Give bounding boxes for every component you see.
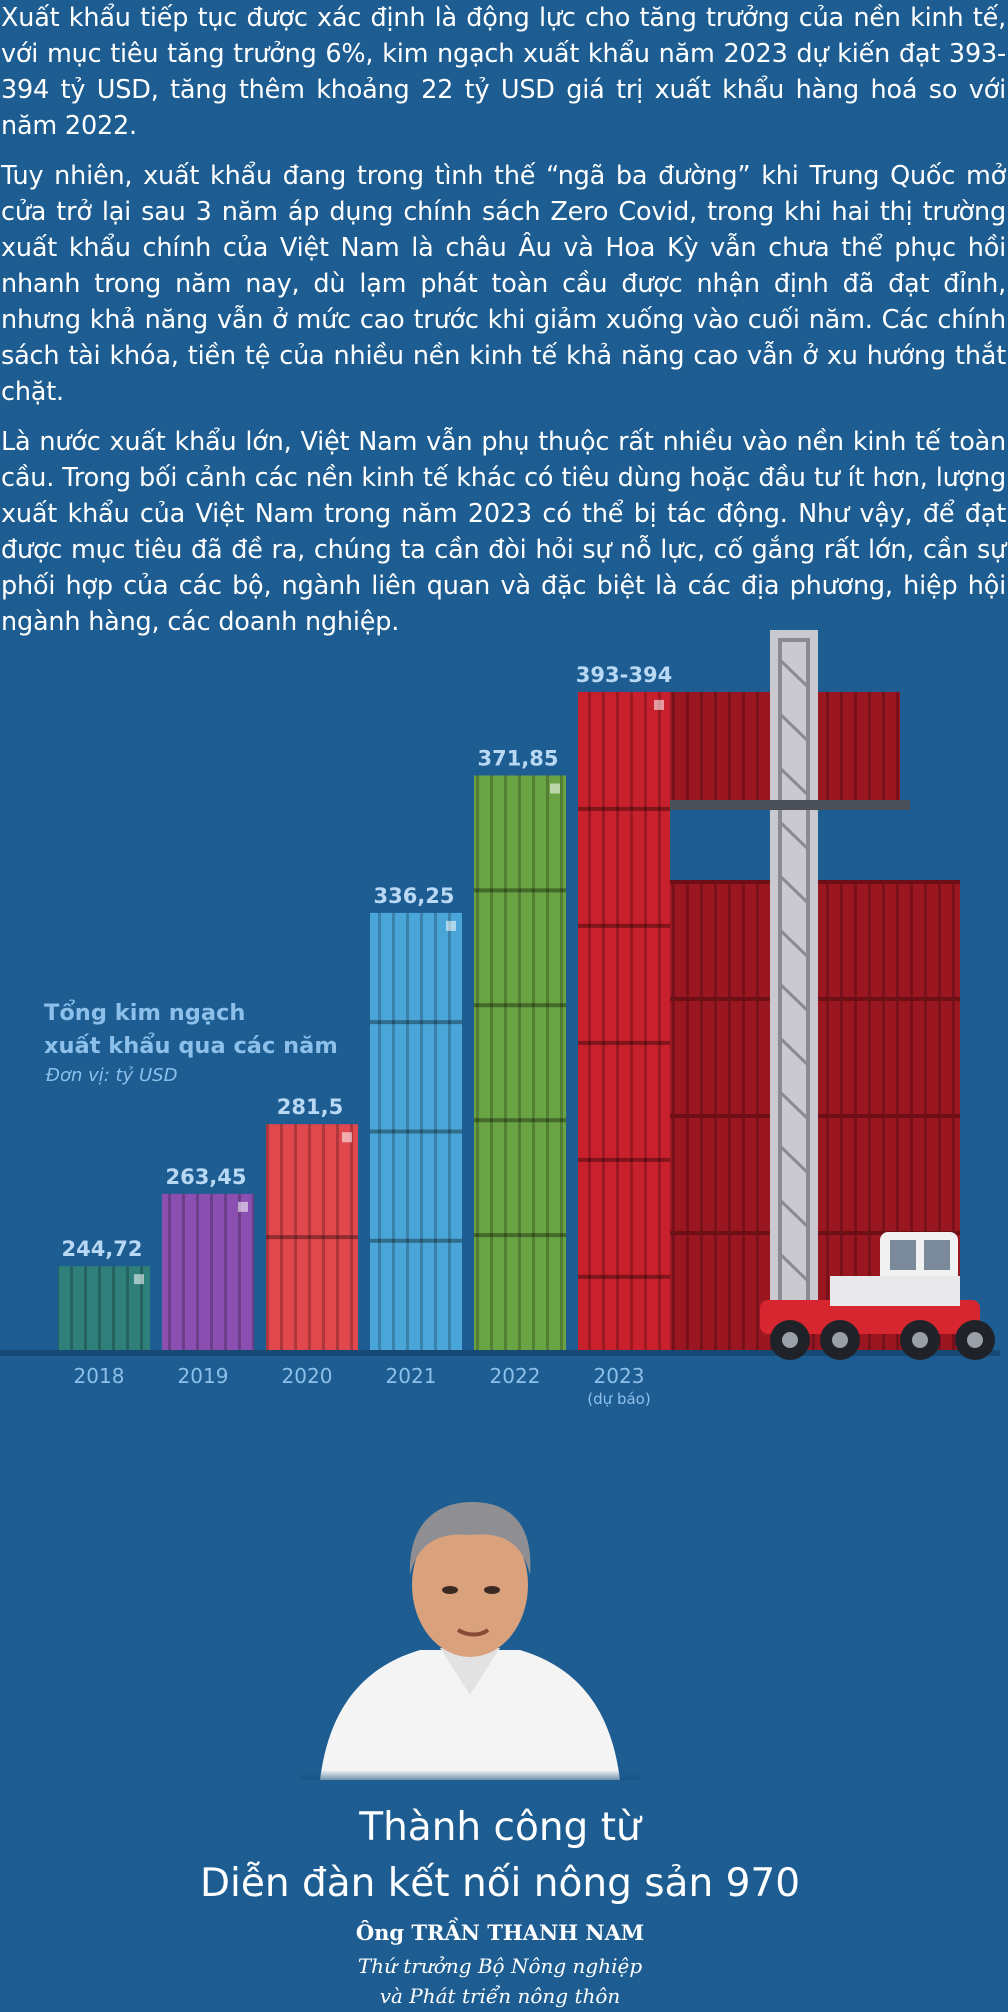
value-label: 336,25 (373, 884, 454, 908)
paragraph-2: Tuy nhiên, xuất khẩu đang trong tình thế… (1, 161, 1006, 407)
bar-2021 (370, 912, 462, 1350)
category-note: (dự báo) (587, 1390, 650, 1408)
feature-title: Thành công từ Diễn đàn kết nối nông sản … (0, 1800, 1000, 1912)
byline-role-line1: Thứ trưởng Bộ Nông nghiệp (357, 1954, 643, 1978)
bar-2023 (578, 691, 670, 1350)
bars-group (58, 691, 670, 1350)
category-label: 2021 (386, 1364, 437, 1388)
bar-2018 (58, 1266, 150, 1350)
value-label: 263,45 (165, 1165, 246, 1189)
chart-title: Tổng kim ngạch xuất khẩu qua các năm (44, 997, 338, 1063)
crane-illustration (670, 630, 960, 1350)
bar-2022 (474, 775, 566, 1350)
paragraph-3: Là nước xuất khẩu lớn, Việt Nam vẫn phụ … (1, 427, 1006, 637)
forklift-icon (760, 1232, 995, 1360)
labels-group: 244,72 2018 263,45 2019 281,5 2020 336,25 2021 3… (61, 663, 672, 1408)
byline-role-line2: và Phát triển nông thôn (379, 1984, 621, 2008)
portrait-photo (300, 1502, 640, 1780)
chart-title-line1: Tổng kim ngạch (44, 1000, 246, 1026)
feature-title-line2: Diễn đàn kết nối nông sản 970 (199, 1861, 801, 1906)
byline-role: Thứ trưởng Bộ Nông nghiệp và Phát triển … (0, 1951, 1000, 2011)
chart-title-line2: xuất khẩu qua các năm (44, 1033, 338, 1059)
article-body: Xuất khẩu tiếp tục được xác định là động… (0, 0, 1008, 640)
chart-unit: Đơn vị: tỷ USD (46, 1065, 178, 1086)
category-label: 2019 (178, 1364, 229, 1388)
category-label: 2018 (74, 1364, 125, 1388)
category-label: 2023 (594, 1364, 645, 1388)
export-bar-chart: 244,72 2018 263,45 2019 281,5 2020 336,25 2021 3… (0, 630, 1000, 1408)
paragraph-1: Xuất khẩu tiếp tục được xác định là động… (1, 3, 1006, 141)
feature-title-line1: Thành công từ (359, 1805, 641, 1850)
value-label: 244,72 (61, 1237, 142, 1261)
value-label: 371,85 (477, 746, 558, 770)
category-label: 2020 (282, 1364, 333, 1388)
bar-2020 (266, 1124, 358, 1350)
bar-2019 (162, 1193, 254, 1350)
category-label: 2022 (490, 1364, 541, 1388)
value-label: 393-394 (576, 663, 672, 687)
byline-name: Ông TRẦN THANH NAM (355, 1920, 645, 1945)
value-label: 281,5 (277, 1095, 343, 1119)
